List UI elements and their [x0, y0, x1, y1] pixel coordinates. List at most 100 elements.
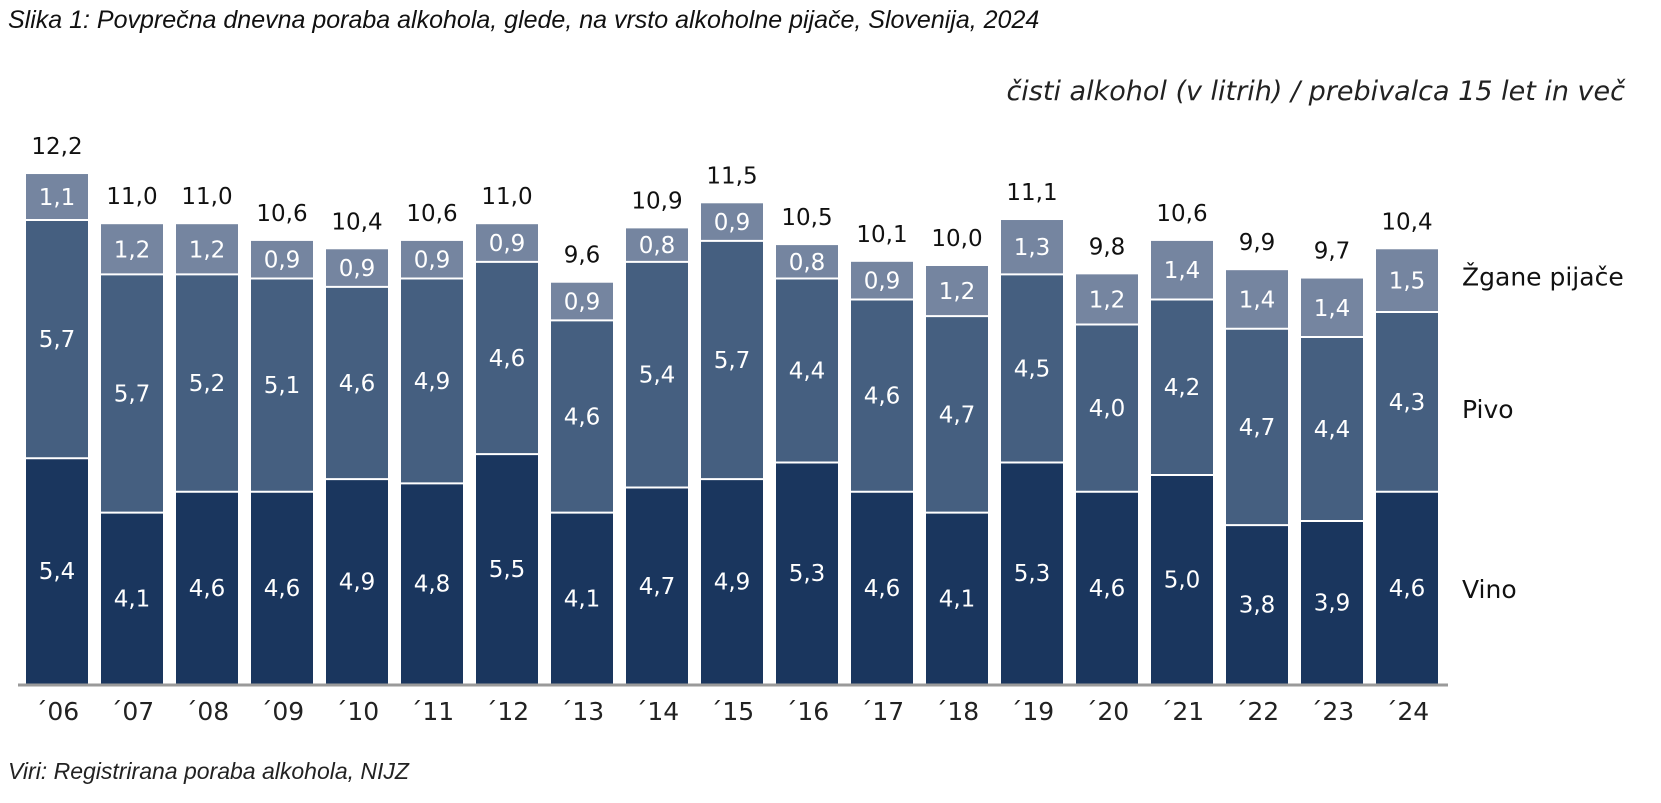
x-tick-label-9: ´14 [635, 697, 679, 726]
data-label-vino-5: 4,9 [339, 570, 376, 596]
x-tick-label-13: ´18 [935, 697, 979, 726]
bar-vino-3 [176, 491, 238, 684]
data-label-zgane-15: 1,2 [1089, 287, 1126, 313]
bar-zgane-15 [1076, 274, 1138, 325]
x-tick-label-4: ´09 [260, 697, 304, 726]
legend-label-zgane: Žgane pijače [1462, 263, 1624, 292]
total-label-14: 11,1 [1006, 180, 1057, 206]
data-label-pivo-17: 4,7 [1239, 415, 1276, 441]
total-label-12: 10,1 [856, 222, 907, 248]
bar-pivo-5 [326, 286, 388, 480]
bar-vino-15 [1076, 491, 1138, 684]
total-label-2: 11,0 [106, 184, 157, 210]
data-label-vino-18: 3,9 [1314, 590, 1351, 616]
bar-zgane-9 [626, 228, 688, 262]
x-tick-label-1: ´06 [35, 697, 79, 726]
data-label-pivo-5: 4,6 [339, 371, 376, 397]
data-label-zgane-4: 0,9 [264, 248, 301, 274]
total-label-1: 12,2 [31, 134, 82, 160]
total-label-13: 10,0 [931, 226, 982, 252]
bar-vino-19 [1376, 491, 1438, 684]
total-label-3: 11,0 [181, 184, 232, 210]
chart-title: Slika 1: Povprečna dnevna poraba alkohol… [8, 6, 1040, 34]
data-label-pivo-12: 4,6 [864, 384, 901, 410]
data-label-pivo-6: 4,9 [414, 369, 451, 395]
bar-vino-12 [851, 491, 913, 684]
x-tick-label-12: ´17 [860, 697, 904, 726]
data-label-vino-10: 4,9 [714, 570, 751, 596]
data-label-pivo-16: 4,2 [1164, 375, 1201, 401]
data-label-vino-15: 4,6 [1089, 576, 1126, 602]
x-tick-label-8: ´13 [560, 697, 604, 726]
x-tick-labels: ´06 ´07 ´08 ´09 ´10 ´11 ´12 ´13 ´14 ´15 ´16 ´17 ´18 ´… [35, 697, 1429, 726]
data-label-zgane-18: 1,4 [1314, 296, 1351, 322]
bar-pivo-4 [251, 278, 313, 492]
data-label-vino-11: 5,3 [789, 561, 826, 587]
total-label-11: 10,5 [781, 205, 832, 231]
total-label-5: 10,4 [331, 209, 382, 235]
bar-zgane-12 [851, 261, 913, 300]
data-label-vino-13: 4,1 [939, 586, 976, 612]
bar-zgane-14 [1001, 220, 1063, 275]
data-label-pivo-3: 5,2 [189, 371, 226, 397]
bar-pivo-11 [776, 278, 838, 463]
data-label-vino-6: 4,8 [414, 572, 451, 598]
x-tick-label-11: ´16 [785, 697, 829, 726]
total-label-19: 10,4 [1381, 209, 1432, 235]
bar-zgane-1 [26, 174, 88, 221]
data-label-vino-8: 4,1 [564, 586, 601, 612]
bar-zgane-13 [926, 266, 988, 317]
total-label-10: 11,5 [706, 163, 757, 189]
data-label-pivo-15: 4,0 [1089, 396, 1126, 422]
bar-pivo-9 [626, 261, 688, 488]
x-tick-label-19: ´24 [1385, 697, 1429, 726]
total-label-8: 9,6 [564, 243, 601, 269]
bars-group [26, 174, 1438, 684]
bar-zgane-6 [401, 240, 463, 279]
data-label-zgane-13: 1,2 [939, 279, 976, 305]
data-label-pivo-2: 5,7 [114, 381, 151, 407]
x-tick-label-18: ´23 [1310, 697, 1354, 726]
bar-zgane-11 [776, 245, 838, 279]
total-label-16: 10,6 [1156, 201, 1207, 227]
source-note: Viri: Registrirana poraba alkohola, NIJZ [8, 758, 409, 784]
x-tick-label-10: ´15 [710, 697, 754, 726]
data-label-zgane-3: 1,2 [189, 237, 226, 263]
data-label-pivo-14: 4,5 [1014, 356, 1051, 382]
data-label-zgane-19: 1,5 [1389, 269, 1426, 295]
bar-vino-14 [1001, 462, 1063, 684]
data-label-pivo-19: 4,3 [1389, 390, 1426, 416]
data-label-vino-14: 5,3 [1014, 561, 1051, 587]
data-label-pivo-11: 4,4 [789, 359, 826, 385]
bar-vino-8 [551, 512, 613, 684]
bar-pivo-10 [701, 240, 763, 480]
data-label-zgane-17: 1,4 [1239, 287, 1276, 313]
bar-pivo-14 [1001, 274, 1063, 463]
x-tick-label-2: ´07 [110, 697, 154, 726]
total-label-9: 10,9 [631, 188, 682, 214]
data-label-zgane-14: 1,3 [1014, 235, 1051, 261]
data-label-zgane-5: 0,9 [339, 256, 376, 282]
data-label-pivo-13: 4,7 [939, 402, 976, 428]
data-label-vino-2: 4,1 [114, 586, 151, 612]
bar-pivo-13 [926, 316, 988, 513]
bar-vino-9 [626, 487, 688, 684]
bar-vino-2 [101, 512, 163, 684]
data-label-vino-12: 4,6 [864, 576, 901, 602]
bar-zgane-16 [1151, 240, 1213, 300]
bar-pivo-2 [101, 274, 163, 513]
bar-vino-7 [476, 454, 538, 684]
bar-zgane-17 [1226, 270, 1288, 329]
data-label-zgane-9: 0,8 [639, 233, 676, 259]
x-tick-label-7: ´12 [485, 697, 529, 726]
bar-pivo-8 [551, 320, 613, 513]
total-label-7: 11,0 [481, 184, 532, 210]
data-label-vino-1: 5,4 [39, 559, 76, 585]
bar-pivo-17 [1226, 328, 1288, 526]
x-tick-label-6: ´11 [410, 697, 454, 726]
data-label-vino-19: 4,6 [1389, 576, 1426, 602]
bar-pivo-6 [401, 278, 463, 484]
data-label-vino-9: 4,7 [639, 574, 676, 600]
bar-pivo-3 [176, 274, 238, 492]
data-label-zgane-16: 1,4 [1164, 258, 1201, 284]
